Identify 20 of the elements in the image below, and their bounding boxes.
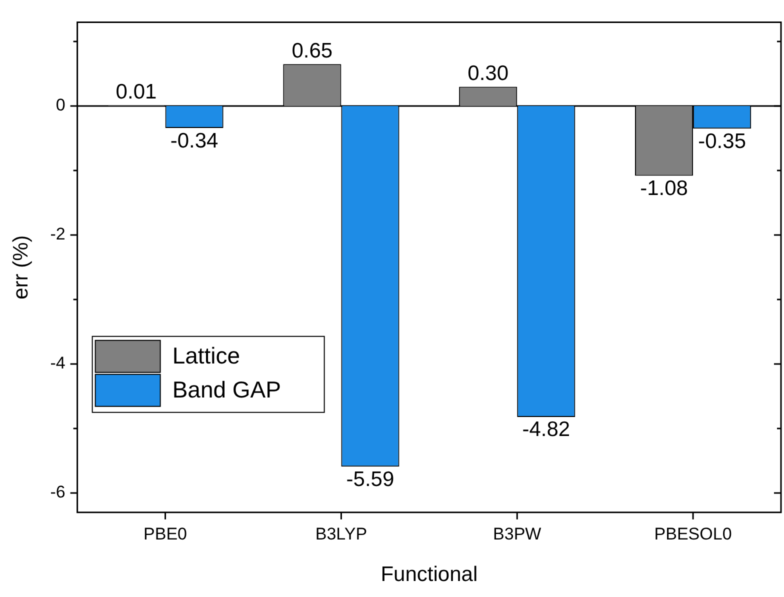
y-tick-label: 0 [56,96,66,115]
legend-label: Band GAP [172,376,282,403]
legend-label: Lattice [172,342,240,369]
y-tick-label: -6 [50,482,66,502]
x-tick-label: PBESOL0 [654,524,732,544]
data-label: -0.35 [698,130,746,153]
data-label: -1.08 [640,177,688,200]
data-label: -5.59 [346,468,394,491]
y-axis-title: err (%) [9,235,32,300]
data-label: 0.01 [116,80,157,104]
data-label: 0.30 [468,62,509,85]
data-label: -4.82 [522,418,570,442]
data-label: 0.65 [292,39,333,62]
x-tick-label: B3LYP [315,524,368,544]
y-tick-label: -2 [50,224,66,244]
x-tick-label: B3PW [493,524,542,544]
data-label: -0.34 [170,129,219,152]
x-tick-label: PBE0 [144,524,188,544]
y-tick-label: -4 [50,354,66,373]
x-axis-title: Functional [380,563,478,586]
